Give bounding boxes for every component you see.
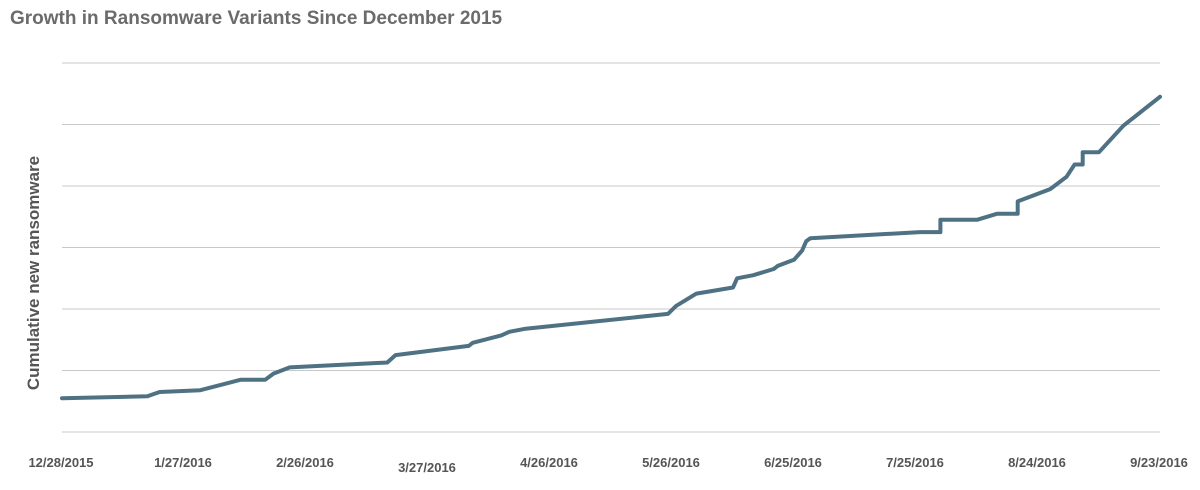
x-tick-label: 12/28/2015 — [28, 455, 93, 470]
x-tick-label: 2/26/2016 — [276, 455, 334, 470]
x-tick-label: 7/25/2016 — [886, 455, 944, 470]
grid-lines — [62, 62, 1160, 433]
x-tick-label: 5/26/2016 — [642, 455, 700, 470]
x-tick-label: 9/23/2016 — [1130, 455, 1188, 470]
chart-title: Growth in Ransomware Variants Since Dece… — [10, 8, 503, 29]
x-tick-label: 8/24/2016 — [1008, 455, 1066, 470]
x-tick-label: 4/26/2016 — [520, 455, 578, 470]
x-tick-label: 3/27/2016 — [398, 460, 456, 475]
x-tick-labels: 12/28/2015 1/27/2016 2/26/2016 3/27/2016 4/2… — [28, 455, 1187, 475]
series-line — [60, 94, 1162, 401]
y-axis-label: Cumulative new ransomware — [24, 156, 43, 390]
x-tick-label: 6/25/2016 — [764, 455, 822, 470]
series-layer — [60, 94, 1162, 401]
x-tick-label: 1/27/2016 — [154, 455, 212, 470]
